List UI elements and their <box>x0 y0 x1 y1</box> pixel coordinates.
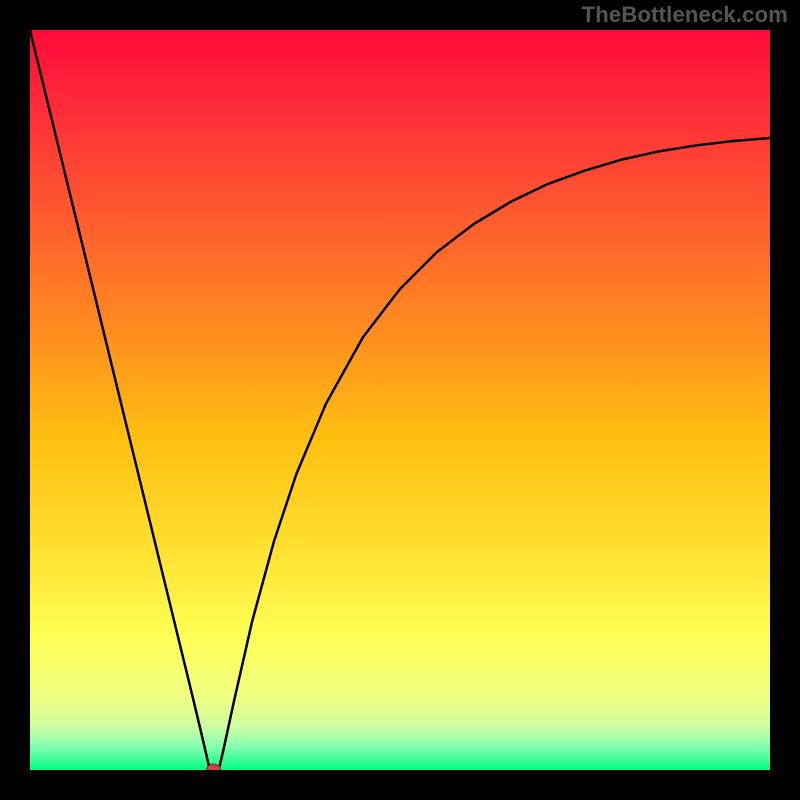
watermark-text: TheBottleneck.com <box>582 2 788 28</box>
chart-svg <box>30 30 770 770</box>
plot-area <box>30 30 770 770</box>
chart-container: TheBottleneck.com <box>0 0 800 800</box>
gradient-background <box>30 30 770 770</box>
